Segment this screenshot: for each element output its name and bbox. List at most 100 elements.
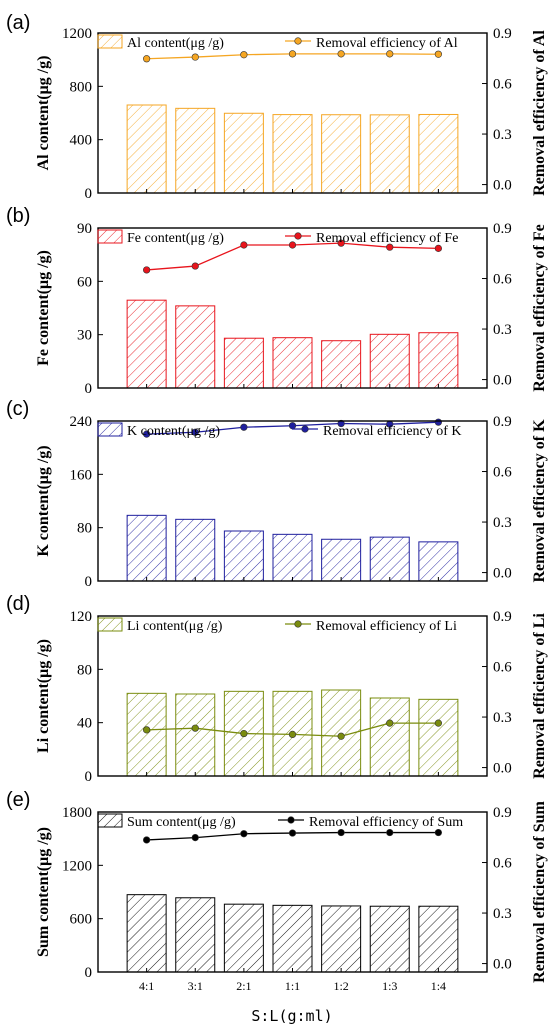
right-tick-label: 0.6: [493, 272, 512, 288]
left-tick-label: 160: [70, 467, 93, 483]
panel-label: (b): [6, 205, 30, 227]
panel-label: (c): [6, 398, 29, 420]
x-tick-label: 2:1: [236, 979, 251, 993]
bar-1-4: [418, 113, 459, 194]
legend-bar-swatch: [97, 422, 123, 437]
panel-label: (e): [6, 789, 30, 811]
panel-label: (d): [6, 593, 30, 615]
legend-line-label: Removal efficiency of K: [323, 424, 462, 439]
panel-4: 0 40 80 120 0.0 0.3 0.6 0.9 Li content(μg /g) Rem…: [6, 593, 548, 785]
removal-point-1-2: [337, 419, 345, 428]
right-tick-label: 0.9: [493, 805, 512, 821]
bar-1-3: [369, 333, 410, 389]
right-tick-label: 0.0: [493, 761, 512, 777]
panel-2: 0 30 60 90 0.0 0.3 0.6 0.9 Fe content(μg /g) Remo…: [6, 205, 548, 397]
removal-point-3-1: [191, 428, 199, 436]
bar-1-4: [418, 905, 459, 973]
left-tick-label: 800: [70, 79, 93, 95]
legend-line-label: Removal efficiency of Fe: [316, 231, 458, 246]
bar-1-2: [321, 340, 362, 389]
removal-point-1-3: [386, 719, 394, 727]
removal-point-1-1: [288, 730, 297, 739]
removal-point-1-1: [288, 50, 297, 58]
bar-4-1: [126, 692, 167, 777]
legend-line-marker: [301, 425, 309, 433]
left-tick-label: 1800: [62, 805, 92, 821]
bar-2-1: [223, 903, 264, 973]
removal-point-1-2: [337, 732, 345, 740]
legend-bar-swatch: [97, 229, 123, 244]
right-tick-label: 0.3: [493, 515, 512, 531]
left-axis-label: Al content(μg /g): [35, 56, 52, 171]
left-tick-label: 0: [85, 965, 93, 981]
bar-1-4: [418, 332, 459, 389]
removal-point-1-2: [337, 50, 345, 58]
bar-1-3: [369, 697, 410, 777]
left-tick-label: 0: [85, 381, 93, 397]
right-tick-label: 0.0: [493, 957, 512, 973]
legend-bar-label: Sum content(μg /g): [127, 815, 236, 830]
removal-point-3-1: [191, 262, 199, 270]
left-tick-label: 90: [77, 221, 92, 237]
left-tick-label: 0: [85, 574, 93, 590]
x-tick-label: 1:3: [382, 979, 397, 993]
left-tick-label: 240: [70, 414, 93, 430]
x-tick-label: 1:2: [333, 979, 348, 993]
legend-bar-swatch: [97, 813, 123, 828]
right-tick-label: 0.0: [493, 373, 512, 389]
right-tick-label: 0.6: [493, 660, 512, 676]
legend-bar-swatch: [97, 34, 123, 49]
panel-3: 0 80 160 240 0.0 0.3 0.6 0.9 K content(μg /g) Rem…: [6, 398, 548, 590]
right-axis-label: Removal efficiency of Al: [531, 30, 548, 196]
panel-5: 0 600 1200 1800 0.0 0.3 0.6 0.9 Sum content(μg /…: [6, 789, 548, 993]
legend-bar-swatch: [97, 617, 123, 632]
legend-bar-label: K content(μg /g): [127, 424, 220, 439]
legend-line-marker: [294, 37, 302, 45]
removal-point-4-1: [143, 726, 151, 734]
left-tick-label: 80: [77, 662, 92, 678]
legend-bar-label: Al content(μg /g): [127, 36, 224, 51]
right-tick-label: 0.0: [493, 566, 512, 582]
legend-bar-label: Li content(μg /g): [127, 619, 223, 634]
right-tick-label: 0.3: [493, 710, 512, 726]
removal-point-2-1: [240, 830, 248, 838]
left-axis-label: Fe content(μg /g): [35, 250, 52, 366]
removal-point-2-1: [240, 51, 248, 59]
removal-point-1-4: [434, 828, 442, 837]
legend-line-label: Removal efficiency of Li: [316, 619, 457, 634]
removal-point-2-1: [240, 729, 248, 738]
removal-point-4-1: [143, 836, 151, 844]
removal-point-1-2: [337, 239, 345, 247]
legend-line-marker: [294, 620, 302, 628]
bar-1-1: [272, 533, 313, 582]
bar-3-1: [175, 897, 216, 973]
left-axis-label: K content(μg /g): [35, 445, 52, 556]
right-axis-label: Removal efficiency of Fe: [531, 224, 548, 391]
bar-2-1: [223, 530, 264, 582]
x-axis-label: S:L(g:ml): [251, 1007, 332, 1025]
bar-1-1: [272, 337, 313, 389]
x-tick-label: 4:1: [139, 979, 154, 993]
removal-point-1-1: [288, 422, 297, 430]
right-axis-label: Removal efficiency of K: [531, 419, 548, 583]
removal-point-1-3: [386, 243, 394, 251]
removal-point-1-4: [434, 719, 442, 727]
legend-line-marker: [294, 232, 302, 240]
bar-1-2: [321, 538, 362, 582]
removal-point-1-3: [386, 50, 394, 58]
left-tick-label: 80: [77, 521, 92, 537]
left-axis-label: Li content(μg /g): [35, 639, 52, 753]
left-tick-label: 1200: [62, 858, 92, 874]
left-tick-label: 40: [77, 716, 92, 732]
bar-1-1: [272, 114, 313, 194]
right-axis-label: Removal efficiency of Sum: [531, 800, 548, 982]
right-tick-label: 0.3: [493, 906, 512, 922]
removal-point-3-1: [191, 53, 199, 61]
right-tick-label: 0.6: [493, 856, 512, 872]
left-tick-label: 0: [85, 186, 93, 202]
bar-1-2: [321, 905, 362, 973]
legend-line-label: Removal efficiency of Al: [316, 36, 458, 51]
right-axis-label: Removal efficiency of Li: [531, 613, 548, 779]
left-tick-label: 30: [77, 328, 92, 344]
removal-point-4-1: [143, 266, 151, 274]
